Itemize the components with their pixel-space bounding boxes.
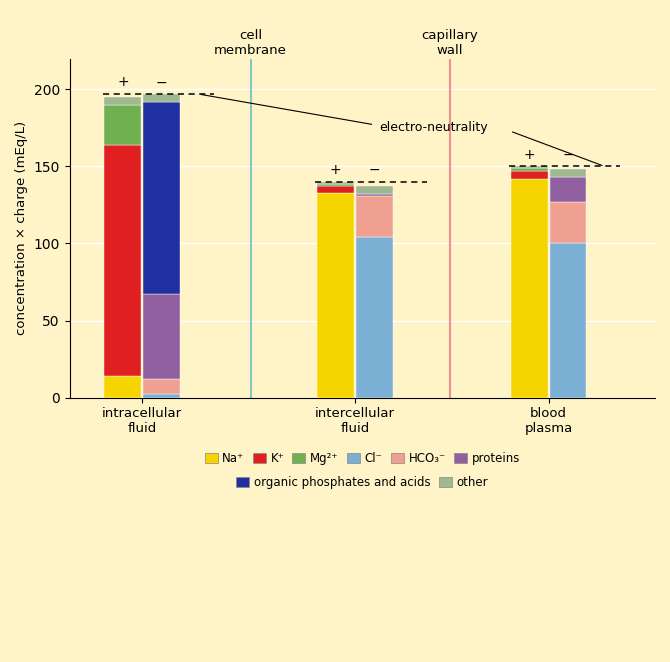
Bar [318, 187, 354, 193]
Bar [356, 237, 393, 398]
Bar [511, 168, 547, 171]
Bar [549, 202, 586, 244]
Bar [143, 295, 180, 379]
Bar [356, 194, 393, 196]
Bar [143, 379, 180, 395]
Bar [105, 376, 141, 398]
Bar [143, 102, 180, 295]
Bar [549, 244, 586, 398]
Bar [511, 166, 547, 168]
Text: electro-neutrality: electro-neutrality [379, 121, 488, 134]
Text: capillary
wall: capillary wall [421, 29, 478, 57]
Text: +: + [330, 164, 342, 177]
Bar [511, 171, 547, 179]
Text: +: + [523, 148, 535, 162]
Bar [143, 395, 180, 398]
Bar [318, 193, 354, 398]
Bar [105, 105, 141, 145]
Bar [356, 187, 393, 194]
Text: −: − [562, 148, 574, 162]
Y-axis label: concentration × charge (mEq/L): concentration × charge (mEq/L) [15, 121, 28, 335]
Text: +: + [117, 75, 129, 89]
Bar [105, 97, 141, 105]
Text: cell
membrane: cell membrane [214, 29, 287, 57]
Legend: organic phosphates and acids, other: organic phosphates and acids, other [232, 471, 493, 494]
Bar [549, 169, 586, 177]
Bar [105, 145, 141, 376]
Bar [318, 184, 354, 187]
Bar [143, 94, 180, 102]
Bar [511, 179, 547, 398]
Bar [549, 177, 586, 202]
Text: −: − [369, 164, 381, 177]
Text: −: − [155, 75, 168, 89]
Bar [356, 196, 393, 237]
Bar [318, 182, 354, 184]
